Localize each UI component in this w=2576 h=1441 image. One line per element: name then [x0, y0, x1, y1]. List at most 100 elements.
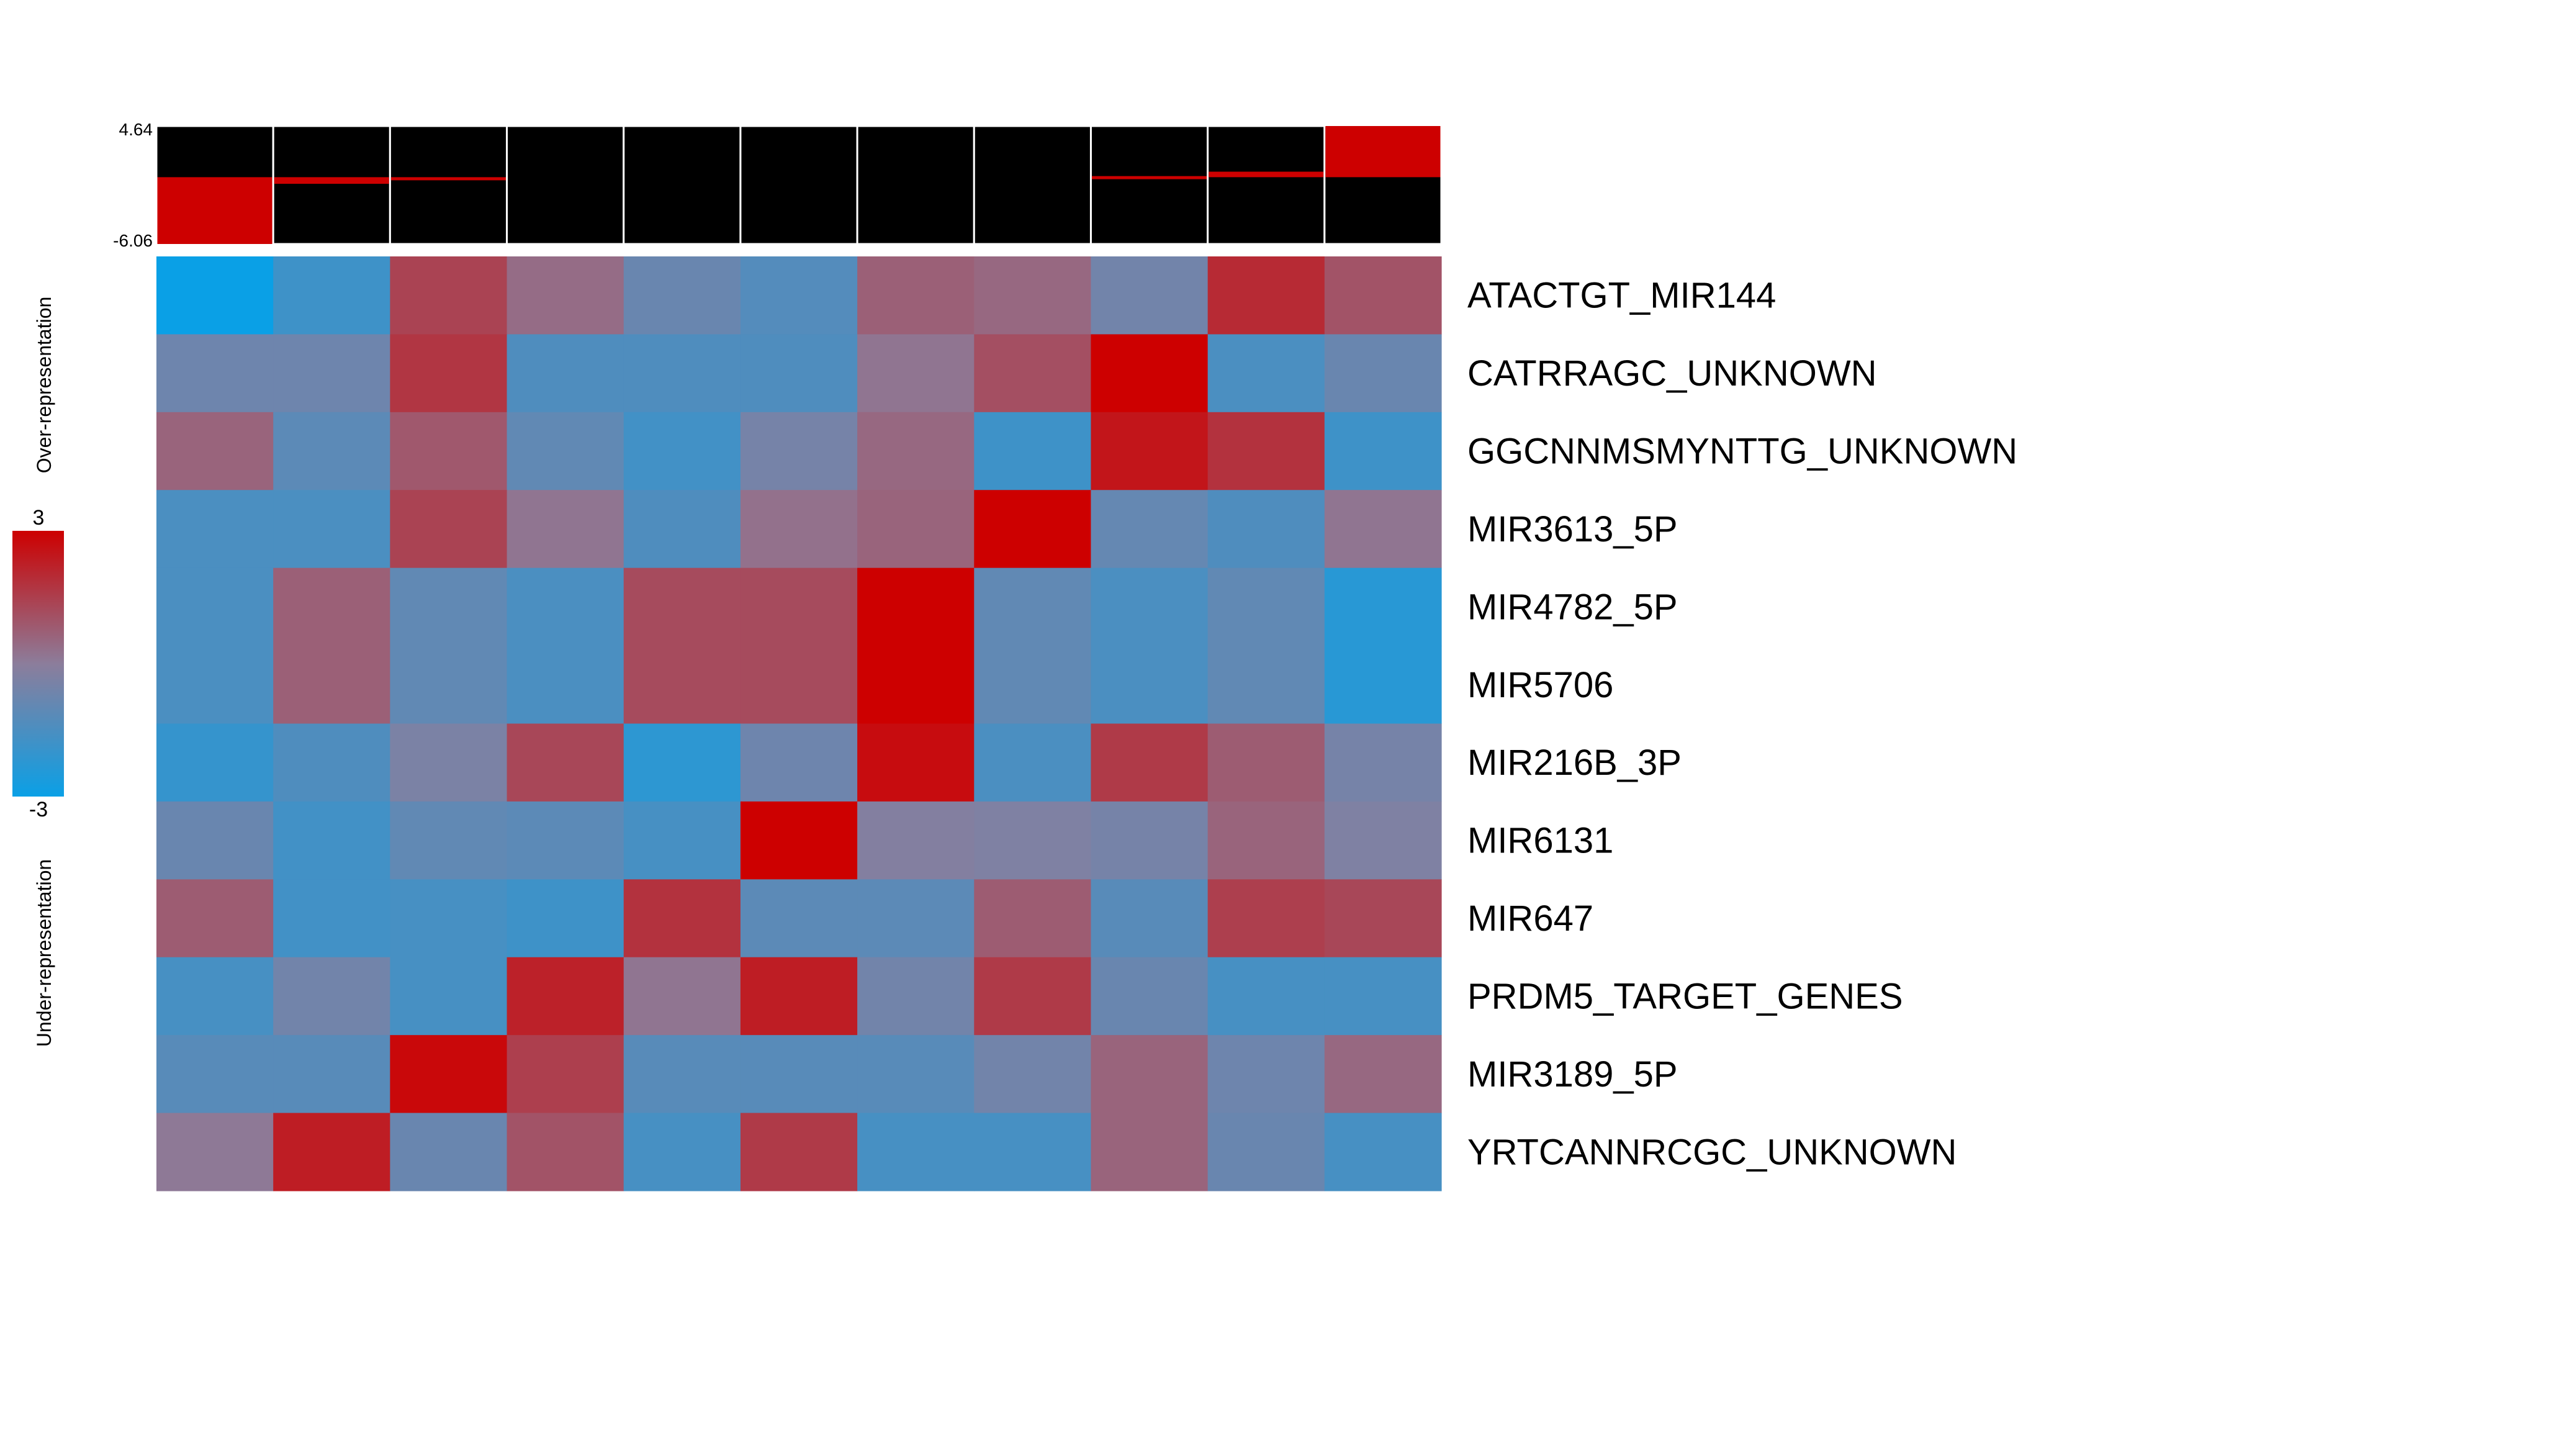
heatmap-cell [156, 957, 274, 1036]
heatmap-cell [857, 957, 975, 1036]
heatmap-cell [974, 646, 1092, 725]
top-bar [1091, 176, 1207, 179]
heatmap-cell [623, 334, 741, 413]
heatmap-cell [156, 256, 274, 335]
heatmap-cell [273, 567, 390, 646]
heatmap-cell [740, 490, 858, 569]
heatmap-cell [857, 412, 975, 490]
row-label: MIR3189_5P [1467, 1054, 1678, 1095]
heatmap-cell [156, 490, 274, 569]
top-bar-track [155, 125, 1443, 245]
heatmap-cell [857, 1113, 975, 1191]
top-bar-cell [856, 125, 975, 245]
heatmap-cell [623, 1035, 741, 1114]
heatmap-cell [1207, 567, 1325, 646]
heatmap-cell [1324, 801, 1442, 880]
heatmap-cell [507, 957, 624, 1036]
heatmap-cell [1207, 723, 1325, 802]
heatmap-cell [1324, 567, 1442, 646]
heatmap-cell [974, 801, 1092, 880]
heatmap-cell [1091, 412, 1209, 490]
top-bar [1209, 171, 1324, 178]
heatmap-cell [1207, 957, 1325, 1036]
heatmap-cell [974, 490, 1092, 569]
heatmap-cell [390, 567, 508, 646]
heatmap-cell [740, 801, 858, 880]
heatmap-cell [857, 490, 975, 569]
heatmap-cell [390, 412, 508, 490]
heatmap-cell [974, 1113, 1092, 1191]
heatmap-cell [740, 567, 858, 646]
heatmap-cell [857, 801, 975, 880]
heatmap-cell [273, 1113, 390, 1191]
heatmap-cell [156, 1035, 274, 1114]
heatmap-cell [390, 646, 508, 725]
row-label: PRDM5_TARGET_GENES [1467, 976, 1903, 1016]
heatmap-cell [507, 1035, 624, 1114]
heatmap-cell [507, 567, 624, 646]
heatmap-cell [156, 1113, 274, 1191]
row-label: MIR4782_5P [1467, 587, 1678, 627]
heatmap-cell [1091, 879, 1209, 958]
heatmap-cell [1324, 1113, 1442, 1191]
heatmap-cell [390, 256, 508, 335]
heatmap-cell [390, 1113, 508, 1191]
heatmap-cell [974, 412, 1092, 490]
heatmap-cell [1091, 256, 1209, 335]
row-label: MIR5706 [1467, 665, 1613, 705]
heatmap-cell [156, 412, 274, 490]
top-bar [390, 177, 507, 181]
heatmap-cell [390, 879, 508, 958]
row-label: MIR3613_5P [1467, 509, 1678, 549]
heatmap-cell [507, 723, 624, 802]
heatmap-cell [740, 723, 858, 802]
heatmap-cell [507, 490, 624, 569]
color-scale-bar [12, 531, 64, 797]
heatmap-cell [1207, 801, 1325, 880]
heatmap-cell [857, 256, 975, 335]
heatmap-cell [623, 957, 741, 1036]
heatmap-cell [623, 879, 741, 958]
heatmap-cell [974, 723, 1092, 802]
heatmap-cell [623, 801, 741, 880]
heatmap-cell [1207, 334, 1325, 413]
heatmap-cell [740, 957, 858, 1036]
heatmap-cell [156, 567, 274, 646]
heatmap-cell [740, 879, 858, 958]
heatmap-cell [623, 567, 741, 646]
top-bar [157, 177, 272, 244]
heatmap-grid [156, 256, 1442, 1191]
top-bar-cell [272, 125, 391, 245]
row-label: MIR216B_3P [1467, 743, 1682, 783]
heatmap-cell [390, 957, 508, 1036]
heatmap-cell [1091, 801, 1209, 880]
color-scale-max-label: 3 [33, 506, 45, 530]
heatmap-cell [623, 646, 741, 725]
heatmap-cell [1207, 412, 1325, 490]
heatmap-cell [390, 334, 508, 413]
heatmap-cell [857, 1035, 975, 1114]
heatmap-cell [273, 723, 390, 802]
heatmap-cell [1091, 723, 1209, 802]
top-bar [274, 177, 389, 184]
heatmap-cell [623, 723, 741, 802]
heatmap-cell [507, 801, 624, 880]
heatmap-cell [1091, 334, 1209, 413]
heatmap-cell [1091, 490, 1209, 569]
heatmap-cell [273, 801, 390, 880]
heatmap-cell [1324, 490, 1442, 569]
heatmap-cell [857, 723, 975, 802]
heatmap-cell [273, 957, 390, 1036]
heatmap-cell [390, 1035, 508, 1114]
heatmap-cell [740, 646, 858, 725]
heatmap-cell [507, 1113, 624, 1191]
heatmap-cell [623, 256, 741, 335]
heatmap-cell [740, 256, 858, 335]
row-label: CATRRAGC_UNKNOWN [1467, 353, 1877, 394]
row-label: YRTCANNRCGC_UNKNOWN [1467, 1132, 1957, 1172]
heatmap-cell [273, 646, 390, 725]
heatmap-cell [273, 412, 390, 490]
heatmap-cell [974, 256, 1092, 335]
top-bar-cell [389, 125, 508, 245]
